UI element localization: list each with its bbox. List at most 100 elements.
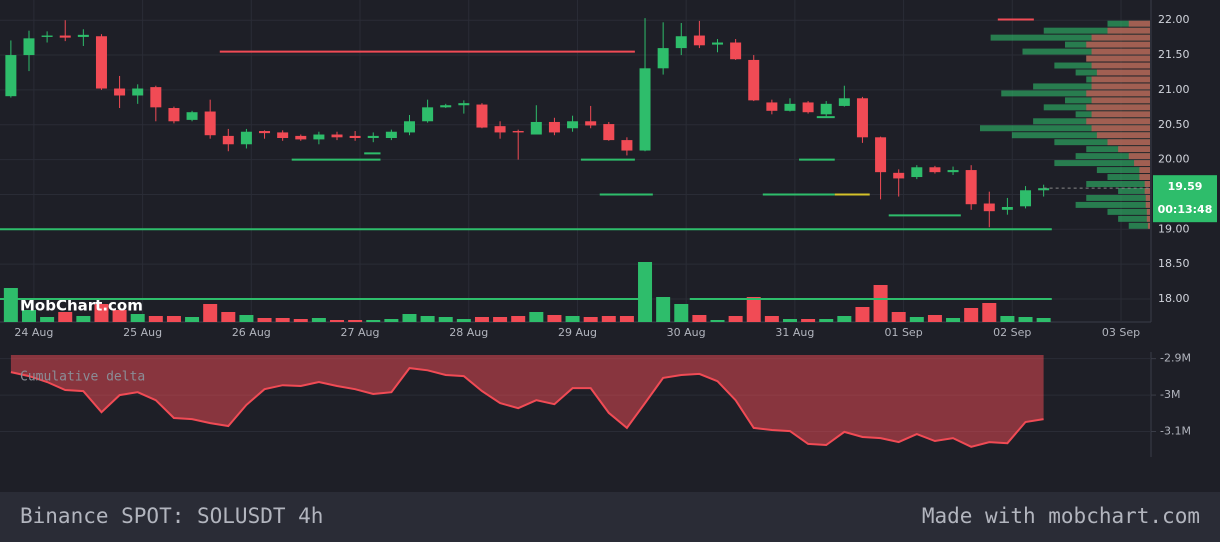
depth-bid xyxy=(1043,27,1150,34)
candle-body xyxy=(240,131,252,145)
y-tick-label: 20.50 xyxy=(1158,118,1190,131)
delta-line xyxy=(10,367,1044,448)
volume-bar xyxy=(764,316,779,322)
depth-bid xyxy=(1096,167,1150,174)
candle-body xyxy=(5,55,17,97)
volume-bar xyxy=(58,312,73,322)
candle-body xyxy=(675,36,687,49)
volume-bar xyxy=(348,320,363,322)
volume-bar xyxy=(456,319,471,322)
depth-bid xyxy=(980,125,1150,132)
depth-ask xyxy=(1091,97,1150,104)
depth-ask xyxy=(1128,153,1150,160)
volume-bar xyxy=(511,316,526,322)
volume-bar xyxy=(728,316,743,322)
candle-body xyxy=(784,103,796,111)
volume-bar xyxy=(638,262,653,322)
volume-bar xyxy=(112,310,127,322)
volume-bar xyxy=(583,317,598,322)
candle-body xyxy=(222,135,234,145)
depth-ask xyxy=(1139,174,1150,181)
candle-body xyxy=(367,135,379,138)
volume-bar xyxy=(964,308,979,322)
depth-ask xyxy=(1146,208,1150,215)
watermark: MobChart.com xyxy=(20,297,143,315)
volume-bar xyxy=(76,316,91,322)
volume-bar xyxy=(275,318,290,322)
depth-bid xyxy=(1075,201,1150,208)
depth-bid xyxy=(1086,181,1150,187)
volume-bar xyxy=(692,315,707,322)
depth-ask xyxy=(1107,139,1150,146)
x-tick-label: 27 Aug xyxy=(341,326,380,339)
volume-bar xyxy=(982,303,997,322)
y-tick-label: 20.00 xyxy=(1158,153,1190,166)
candle-body xyxy=(494,126,506,133)
candle-body xyxy=(295,135,307,140)
candle-body xyxy=(820,103,832,115)
x-tick-label: 30 Aug xyxy=(667,326,706,339)
volume-bar xyxy=(909,317,924,322)
candle-body xyxy=(748,59,760,101)
x-tick-label: 28 Aug xyxy=(449,326,488,339)
candle-body xyxy=(1001,207,1013,210)
volume-bar xyxy=(221,312,236,322)
candle-body xyxy=(567,121,579,129)
candle-body xyxy=(277,132,289,138)
volume-bar xyxy=(402,314,417,322)
volume-bar xyxy=(801,319,816,322)
candle-body xyxy=(621,140,633,151)
volume-bar xyxy=(674,304,689,322)
depth-bid xyxy=(1011,132,1150,139)
depth-ask xyxy=(1091,111,1150,118)
depth-bid xyxy=(1054,139,1150,146)
depth-bid xyxy=(1118,215,1150,222)
last-price-label: 19.59 xyxy=(1168,180,1203,193)
y-tick-label: 22.00 xyxy=(1158,13,1190,26)
volume-bar xyxy=(166,316,181,322)
candle-body xyxy=(856,98,868,138)
volume-bar xyxy=(21,310,36,322)
x-tick-label: 29 Aug xyxy=(558,326,597,339)
volume-bar xyxy=(3,288,18,322)
depth-ask xyxy=(1086,90,1150,97)
depth-bid xyxy=(1075,153,1150,160)
volume-bar xyxy=(946,318,961,322)
volume-bar xyxy=(40,317,55,322)
depth-ask xyxy=(1096,69,1150,76)
depth-ask xyxy=(1091,34,1150,41)
volume-bar xyxy=(873,285,888,322)
volume-bar xyxy=(837,316,852,322)
depth-ask xyxy=(1091,83,1150,90)
volume-bar xyxy=(619,316,634,322)
depth-ask xyxy=(1144,187,1150,194)
volume-bar xyxy=(330,320,345,322)
candle-body xyxy=(150,87,162,108)
volume-bar xyxy=(656,297,671,322)
volume-bar xyxy=(311,318,326,322)
candle-body xyxy=(911,167,923,178)
depth-ask xyxy=(1086,41,1150,48)
volume-bar xyxy=(1018,317,1033,322)
footer-left: Binance SPOT: SOLUSDT 4h xyxy=(20,504,324,528)
depth-ask xyxy=(1146,215,1150,222)
grid xyxy=(0,0,1151,322)
candle-body xyxy=(693,35,705,46)
candle-body xyxy=(585,121,597,126)
depth-ask xyxy=(1139,167,1150,174)
chart: 24 Aug 25 Aug 26 Aug 27 Aug 28 Aug 29 Aug 30 A… xyxy=(0,0,1217,457)
depth-bid xyxy=(1107,174,1150,181)
candle-body xyxy=(259,131,271,134)
x-tick-label: 02 Sep xyxy=(993,326,1031,339)
volume-bar xyxy=(293,319,308,322)
candle-body xyxy=(929,167,941,173)
candle-body xyxy=(712,42,724,45)
candle-body xyxy=(59,35,71,38)
candle-body xyxy=(476,104,488,128)
volume-bar xyxy=(493,317,508,322)
x-tick-label: 01 Sep xyxy=(884,326,922,339)
candle-body xyxy=(802,102,814,113)
volume-bar xyxy=(565,316,580,322)
candle-body xyxy=(403,121,415,133)
volume-bar xyxy=(239,315,254,322)
